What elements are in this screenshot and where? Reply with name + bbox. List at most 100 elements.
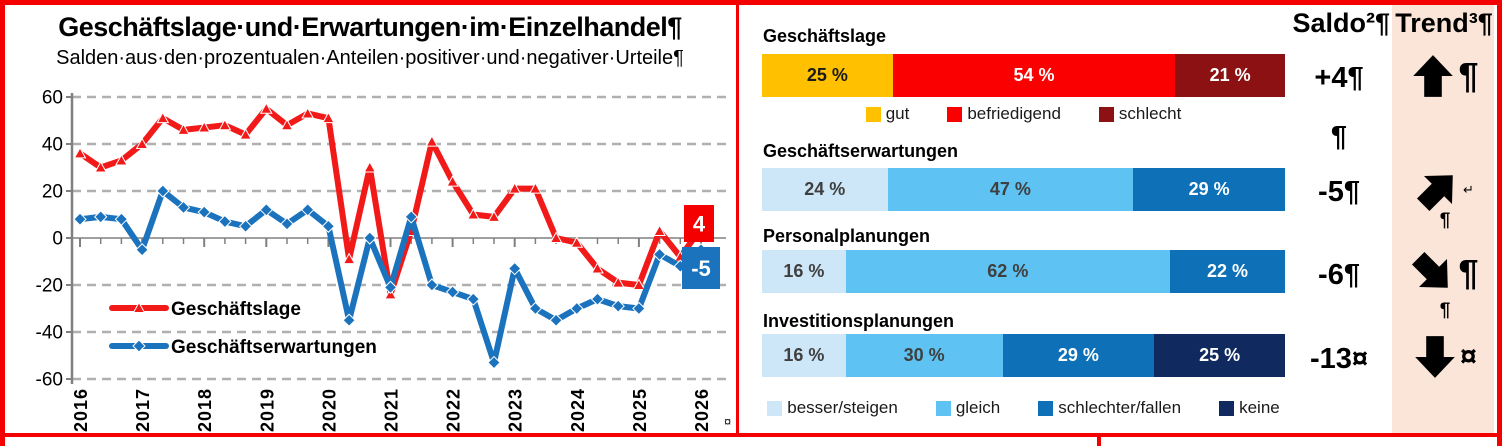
bar-segment-value: 54 % xyxy=(1013,65,1055,85)
series-geschaeftserwartungen xyxy=(73,184,708,370)
bar-segment: 30 % xyxy=(845,334,1003,377)
data-point-marker xyxy=(425,278,439,292)
legend-label: besser/steigen xyxy=(787,398,898,417)
trend-cell: ¶ xyxy=(1396,249,1494,297)
saldo-value: -5¶ xyxy=(1318,176,1360,208)
trend-arrow-down-icon xyxy=(1415,336,1455,378)
series-end-value-box xyxy=(684,205,714,242)
chart-title: Geschäftslage·und·Erwartungen·im·Einzelh… xyxy=(58,12,682,42)
line-chart: 60 40 20 0 -20 -40 -60 2016 2017 2018 2019 2020 2021… xyxy=(36,88,726,432)
data-point-marker xyxy=(280,118,294,131)
x-axis-year-label: 2023 xyxy=(506,388,526,432)
legend-item: schlechter/fallen xyxy=(1038,398,1181,418)
bar-segment: 47 % xyxy=(887,168,1134,211)
data-point-marker xyxy=(632,301,646,316)
legend-color-swatch xyxy=(1038,400,1054,416)
bar-segment-value: 25 % xyxy=(806,65,848,85)
data-point-marker xyxy=(132,339,146,353)
data-point-marker xyxy=(322,111,335,124)
data-point-marker xyxy=(508,182,522,194)
legend-color-swatch xyxy=(947,106,963,122)
legend-series-label: Geschäftserwartungen xyxy=(171,337,377,358)
data-point-marker xyxy=(177,123,190,135)
bar-segment: 54 % xyxy=(892,54,1176,97)
table-border-top xyxy=(0,0,1502,5)
trend-arrow-down-right-icon xyxy=(1412,251,1449,288)
y-axis-tick-label: -60 xyxy=(36,370,63,391)
legend-color-swatch xyxy=(935,400,951,416)
section-title: Investitionsplanungen xyxy=(763,311,955,331)
y-axis-tick-label: -40 xyxy=(36,323,63,344)
data-point-marker xyxy=(176,200,191,215)
series-end-value: 4 xyxy=(693,212,706,237)
x-axis-year-label: 2018 xyxy=(195,388,215,432)
legend-item: gleich xyxy=(935,398,1000,418)
legend-item: keine xyxy=(1219,398,1280,418)
x-axis-year-label: 2026 xyxy=(692,388,712,432)
data-point-marker xyxy=(115,153,128,166)
data-point-marker xyxy=(570,301,584,316)
table-cell-divider xyxy=(736,4,739,434)
saldo-value: ¶ xyxy=(1330,121,1348,153)
bar-segment: 24 % xyxy=(762,168,888,211)
table-border-left xyxy=(0,0,5,446)
data-point-marker xyxy=(342,313,356,327)
data-point-marker xyxy=(218,214,232,229)
data-point-marker xyxy=(632,278,646,290)
x-axis-year-label: 2016 xyxy=(71,388,91,432)
trend-column-header: Trend³¶ xyxy=(1395,8,1493,38)
data-point-marker xyxy=(197,205,211,219)
chart-legend-item: Geschäftserwartungen xyxy=(109,337,377,358)
bar-segment: 16 % xyxy=(762,250,846,293)
data-point-marker xyxy=(156,184,170,198)
bar-segment-value: 16 % xyxy=(783,261,825,281)
data-point-marker xyxy=(280,217,294,231)
bar-segment: 29 % xyxy=(1002,334,1155,377)
section-title: Personalplanungen xyxy=(763,226,931,246)
data-point-marker xyxy=(238,219,253,233)
data-point-marker xyxy=(114,212,129,226)
y-axis-tick-label: 40 xyxy=(42,135,63,156)
x-axis-year-label: 2022 xyxy=(444,388,464,432)
legend-label: keine xyxy=(1239,398,1280,417)
data-point-marker xyxy=(239,128,252,140)
legend-item: besser/steigen xyxy=(767,398,898,418)
data-point-marker xyxy=(218,118,232,131)
trend-arrow-up-icon xyxy=(1413,55,1454,97)
bar-segment: 22 % xyxy=(1169,250,1286,293)
bar-segment: 16 % xyxy=(762,334,846,377)
legend-label: befriedigend xyxy=(967,104,1061,123)
chart-subtitle: Salden·aus·den·prozentualen·Anteilen·pos… xyxy=(56,47,684,69)
bar-segment: 62 % xyxy=(845,250,1170,293)
chart-legend-item: Geschäftslage xyxy=(109,299,301,320)
series-geschaeftslage xyxy=(73,102,708,300)
bar-segment-value: 25 % xyxy=(1199,345,1241,365)
y-axis-tick-label: 20 xyxy=(42,182,63,203)
bar-segment-value: 29 % xyxy=(1057,345,1099,365)
bar-segment-value: 22 % xyxy=(1206,261,1248,281)
data-point-marker xyxy=(549,231,563,243)
saldo-value: -13¤ xyxy=(1309,343,1369,375)
x-axis-year-label: 2020 xyxy=(319,388,339,432)
stacked-bar: 24 % 47 % 29 % xyxy=(762,168,1285,211)
legend-label: gut xyxy=(885,104,910,123)
saldo-value: -6¶ xyxy=(1318,259,1360,291)
legend-color-swatch xyxy=(865,106,881,122)
legend-item: gut xyxy=(865,104,910,124)
legend-erwartungen-planungen: besser/steigen gleich schlechter/fallen kei… xyxy=(762,398,1285,418)
data-point-marker xyxy=(590,292,605,306)
data-point-marker xyxy=(487,355,501,370)
legend-label: schlecht xyxy=(1118,104,1182,123)
bar-segment-value: 62 % xyxy=(987,261,1029,281)
data-point-marker xyxy=(611,299,625,313)
trend-arrow-up-right-icon xyxy=(1417,175,1453,212)
data-point-marker xyxy=(466,207,480,220)
trend-cell: ↵ xyxy=(1396,166,1494,214)
data-point-marker xyxy=(570,236,584,248)
data-point-marker xyxy=(466,292,481,306)
bar-segment: 29 % xyxy=(1133,168,1285,211)
trend-cell: ¶ xyxy=(1396,52,1494,100)
data-point-marker xyxy=(197,121,211,133)
y-axis-tick-label: -20 xyxy=(36,276,63,297)
data-point-marker xyxy=(404,210,418,224)
